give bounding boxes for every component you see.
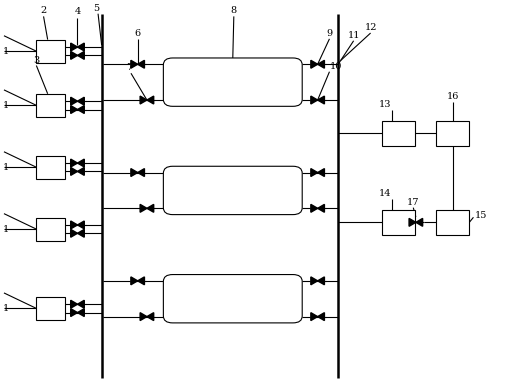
Bar: [436, 210, 469, 235]
Polygon shape: [78, 106, 84, 113]
FancyBboxPatch shape: [163, 274, 302, 323]
Polygon shape: [138, 169, 144, 176]
Bar: [382, 121, 415, 146]
Bar: [436, 121, 469, 146]
Polygon shape: [317, 277, 325, 285]
Bar: [36, 217, 65, 241]
Polygon shape: [71, 230, 78, 237]
Bar: [382, 210, 415, 235]
Text: 1: 1: [3, 47, 9, 56]
Polygon shape: [71, 308, 78, 317]
Polygon shape: [131, 277, 138, 285]
Polygon shape: [147, 204, 154, 212]
Text: 11: 11: [347, 30, 360, 39]
Text: 17: 17: [407, 198, 419, 207]
Polygon shape: [131, 169, 138, 176]
Text: 12: 12: [364, 23, 377, 32]
Polygon shape: [317, 169, 325, 176]
Polygon shape: [78, 221, 84, 229]
Polygon shape: [78, 167, 84, 175]
Text: 14: 14: [379, 189, 391, 198]
Polygon shape: [140, 204, 147, 212]
Polygon shape: [311, 277, 317, 285]
Polygon shape: [78, 300, 84, 308]
Text: 5: 5: [94, 4, 100, 13]
Text: 10: 10: [329, 61, 342, 70]
Polygon shape: [71, 159, 78, 167]
Polygon shape: [71, 221, 78, 229]
Text: 16: 16: [447, 93, 459, 102]
Polygon shape: [71, 97, 78, 105]
Polygon shape: [317, 60, 325, 68]
Text: 7: 7: [126, 63, 132, 72]
Text: 3: 3: [33, 56, 39, 65]
Polygon shape: [71, 167, 78, 175]
FancyBboxPatch shape: [163, 58, 302, 106]
Text: 1: 1: [3, 304, 9, 313]
Polygon shape: [140, 313, 147, 321]
Text: 9: 9: [326, 29, 332, 38]
Bar: [36, 39, 65, 63]
Polygon shape: [311, 204, 317, 212]
Polygon shape: [311, 313, 317, 321]
Polygon shape: [311, 96, 317, 104]
Polygon shape: [138, 277, 144, 285]
Polygon shape: [78, 52, 84, 59]
Polygon shape: [71, 300, 78, 308]
Polygon shape: [147, 313, 154, 321]
Text: 15: 15: [475, 211, 487, 220]
FancyBboxPatch shape: [163, 166, 302, 215]
Text: 6: 6: [134, 29, 141, 38]
Text: 2: 2: [40, 6, 47, 15]
Polygon shape: [140, 96, 147, 104]
Text: 1: 1: [3, 101, 9, 110]
Polygon shape: [416, 219, 422, 226]
Bar: [36, 156, 65, 179]
Polygon shape: [317, 313, 325, 321]
Text: 13: 13: [379, 100, 391, 109]
Polygon shape: [409, 219, 416, 226]
Text: 8: 8: [231, 6, 237, 15]
Polygon shape: [71, 52, 78, 59]
Polygon shape: [78, 308, 84, 317]
Text: 4: 4: [74, 7, 81, 16]
Polygon shape: [78, 43, 84, 51]
Polygon shape: [311, 169, 317, 176]
Polygon shape: [131, 60, 138, 68]
Polygon shape: [147, 96, 154, 104]
Polygon shape: [317, 204, 325, 212]
Polygon shape: [311, 60, 317, 68]
Bar: [36, 94, 65, 117]
Polygon shape: [71, 106, 78, 113]
Text: 1: 1: [3, 224, 9, 233]
Polygon shape: [78, 97, 84, 105]
Polygon shape: [71, 43, 78, 51]
Polygon shape: [138, 60, 144, 68]
Polygon shape: [78, 159, 84, 167]
Polygon shape: [78, 230, 84, 237]
Text: 1: 1: [3, 163, 9, 172]
Polygon shape: [317, 96, 325, 104]
Bar: [36, 297, 65, 320]
